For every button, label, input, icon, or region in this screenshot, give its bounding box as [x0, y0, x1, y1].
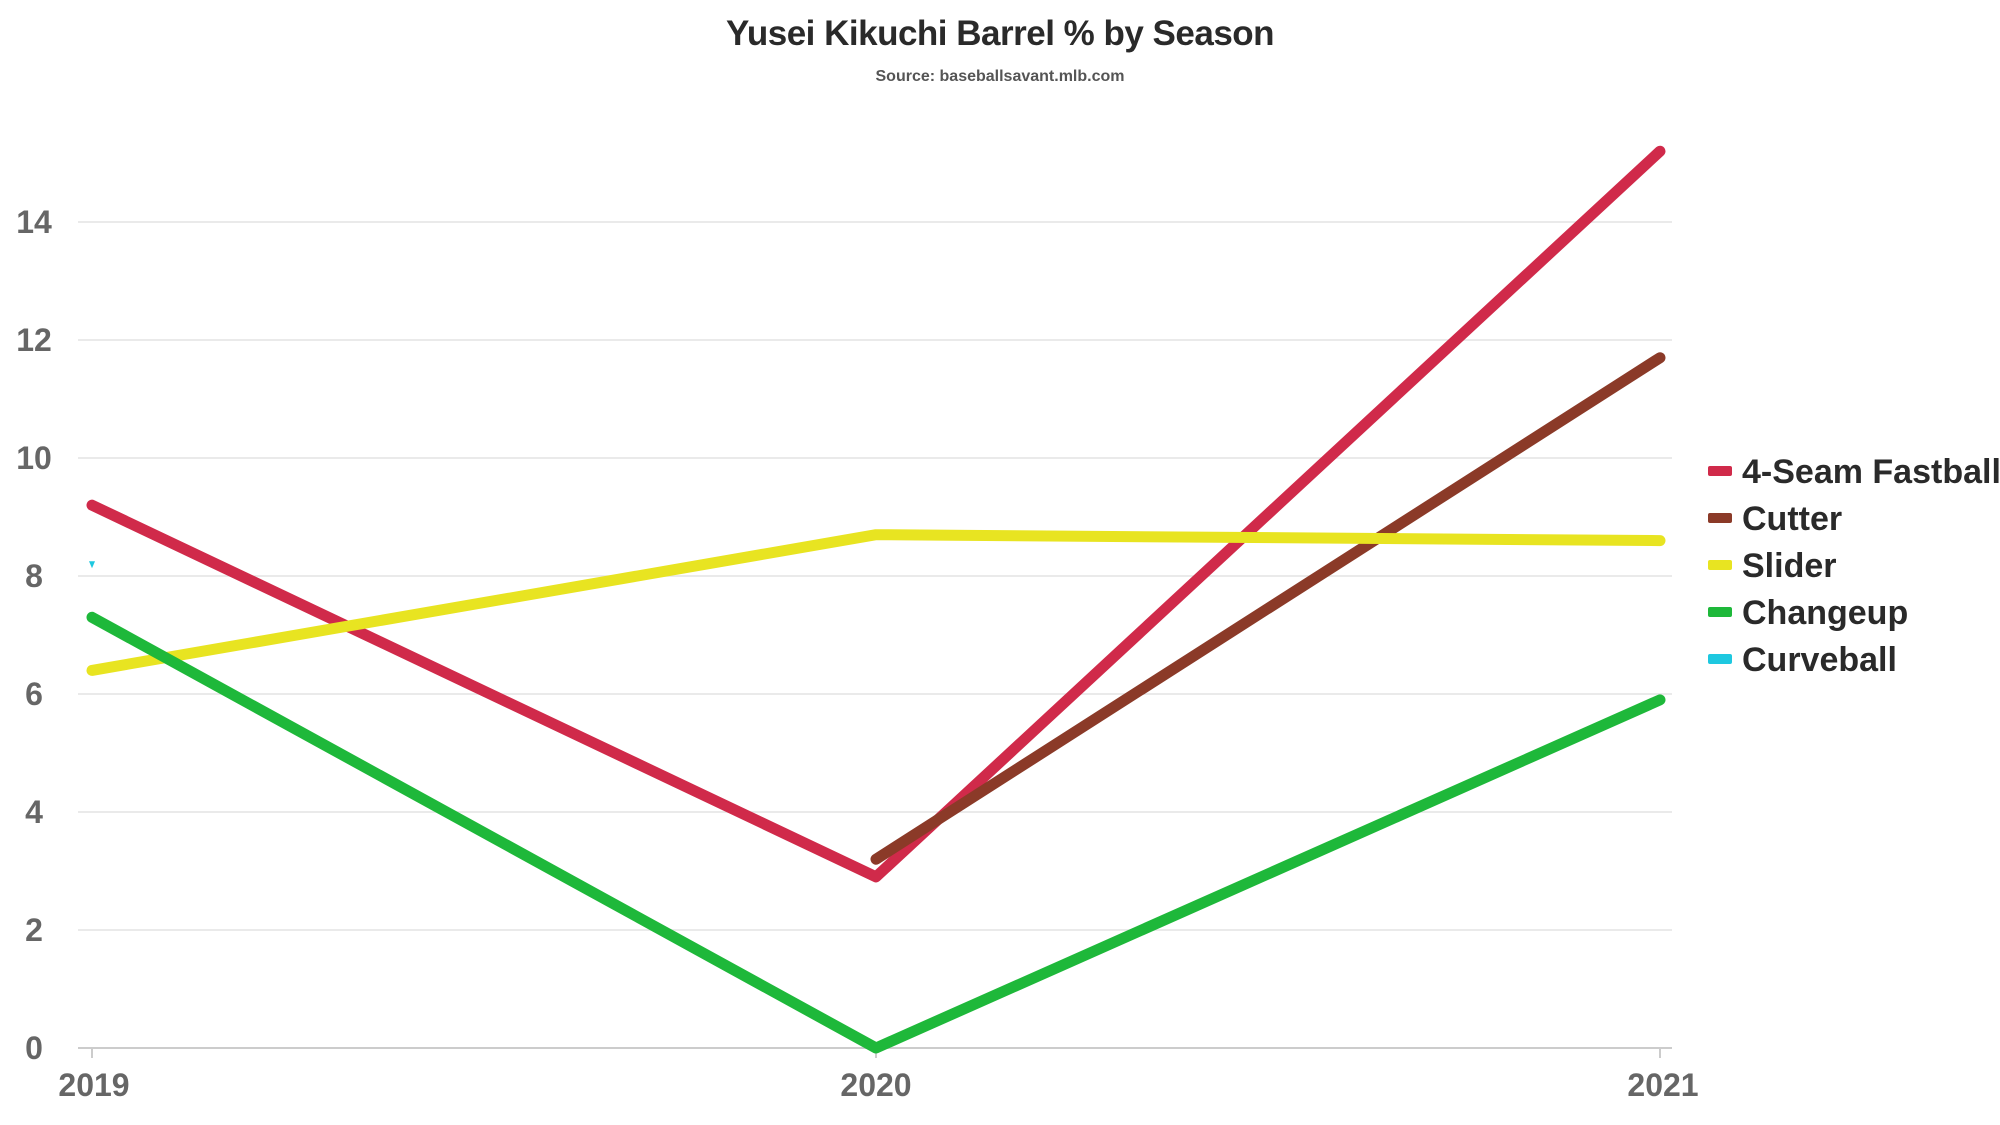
y-tick-label: 6	[25, 676, 43, 712]
legend-swatch-slider	[1708, 560, 1732, 570]
series-line-slider	[86, 529, 1666, 676]
x-axis-ticks: 2019 2020 2021	[58, 1048, 1699, 1103]
y-axis-ticks: 0 2 4 6 8 10 12 14	[16, 204, 52, 1066]
legend-label-slider: Slider	[1742, 547, 1836, 585]
series-point-curveball	[89, 561, 95, 569]
y-tick-label: 10	[16, 440, 52, 476]
grid-lines	[78, 221, 1672, 931]
legend-label-changeup: Changeup	[1742, 594, 1908, 632]
y-tick-label: 8	[25, 558, 43, 594]
y-tick-label: 12	[16, 322, 52, 358]
series-lines	[86, 145, 1666, 1054]
chart-subtitle: Source: baseballsavant.mlb.com	[875, 68, 1125, 85]
x-tick-label: 2021	[1627, 1067, 1698, 1103]
legend-swatch-changeup	[1708, 607, 1732, 617]
series-line-changeup	[86, 611, 1666, 1054]
legend-swatch-curveball	[1708, 654, 1732, 664]
legend-label-cutter: Cutter	[1742, 500, 1842, 538]
x-tick-label: 2019	[58, 1067, 129, 1103]
series-line-cutter	[870, 352, 1666, 865]
chart-title: Yusei Kikuchi Barrel % by Season	[725, 14, 1275, 53]
legend-label-curveball: Curveball	[1742, 641, 1897, 679]
y-tick-label: 0	[25, 1030, 43, 1066]
y-tick-label: 4	[25, 794, 43, 830]
x-tick-label: 2020	[840, 1067, 911, 1103]
legend-swatch-cutter	[1708, 513, 1732, 523]
y-tick-label: 14	[16, 204, 52, 240]
legend: 4-Seam Fastball Cutter Slider Changeup Curve…	[1708, 453, 2000, 679]
y-tick-label: 2	[25, 912, 43, 948]
legend-swatch-4-seam-fastball	[1708, 466, 1732, 476]
legend-label-4-seam-fastball: 4-Seam Fastball	[1742, 453, 2000, 491]
